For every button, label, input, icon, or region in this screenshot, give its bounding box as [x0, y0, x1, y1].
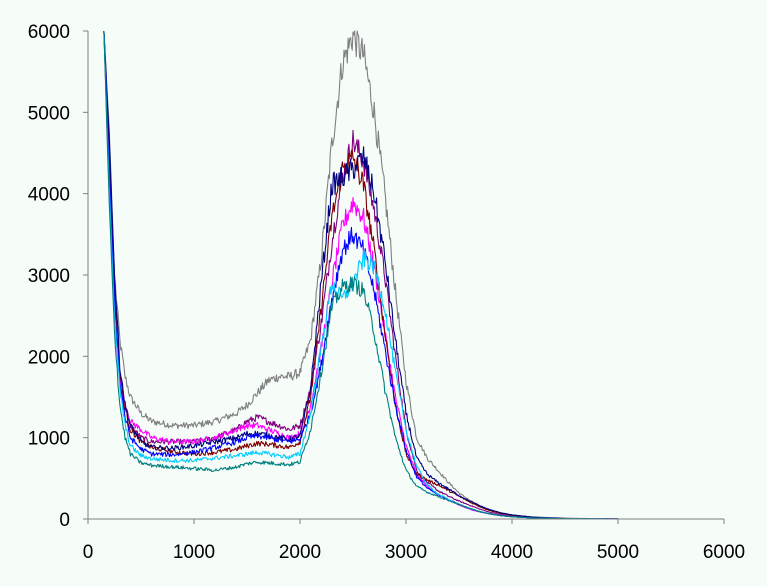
y-tick-label: 6000	[28, 22, 70, 43]
x-tick-label: 4000	[491, 542, 533, 563]
y-tick-label: 5000	[28, 103, 70, 124]
tick-layer: 0 1000 2000 3000 4000 5000 6000 0 1000 2000 3000 40…	[28, 22, 745, 563]
y-tick-label: 1000	[28, 429, 70, 450]
x-tick-label: 6000	[703, 542, 745, 563]
x-tick-label: 2000	[279, 542, 321, 563]
series-layer	[103, 30, 618, 520]
series-line-5	[103, 30, 618, 520]
y-tick-label: 4000	[28, 185, 70, 206]
x-tick-label: 0	[83, 542, 94, 563]
y-tick-label: 0	[59, 510, 70, 531]
series-line-8	[103, 30, 618, 520]
y-tick-label: 2000	[28, 347, 70, 368]
x-tick-label: 3000	[385, 542, 427, 563]
x-tick-label: 5000	[597, 542, 639, 563]
x-tick-label: 1000	[173, 542, 215, 563]
y-tick-label: 3000	[28, 266, 70, 287]
